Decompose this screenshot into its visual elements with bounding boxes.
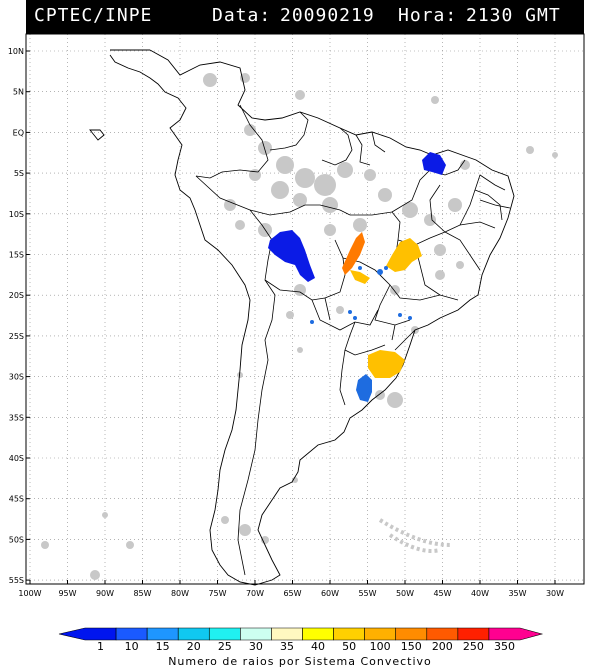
lon-label: 60W [321, 589, 339, 598]
lon-label: 85W [133, 589, 151, 598]
storm-mato-grosso [342, 232, 365, 275]
legend-tick: 40 [311, 640, 325, 653]
lon-label: 40W [471, 589, 489, 598]
lon-label: 75W [208, 589, 226, 598]
lat-label: 30S [9, 373, 24, 382]
map-border [25, 33, 585, 585]
lat-label: 5S [14, 169, 24, 178]
lon-label: 45W [433, 589, 451, 598]
storm-ne-brazil [422, 152, 446, 175]
lat-label: 45S [9, 495, 24, 504]
legend-swatch [364, 627, 397, 641]
lon-label: 80W [171, 589, 189, 598]
longitude-labels: 100W 95W 90W 85W 80W 75W 70W 65W 60W 55W 50W 45W 40W… [18, 589, 564, 598]
color-legend: 1 10 15 20 25 30 35 40 50 100 150 200 250 350 [58, 627, 544, 653]
legend-tick: 15 [156, 640, 170, 653]
legend-tick: 50 [342, 640, 356, 653]
lat-label: 25S [9, 332, 24, 341]
legend-tick: 150 [401, 640, 422, 653]
legend-swatch [302, 627, 334, 641]
date-label: Data: [212, 5, 272, 26]
lon-label: 65W [283, 589, 301, 598]
legend-swatch [457, 627, 490, 641]
latitude-labels: 10N 5N EQ 5S 10S 15S 20S 25S 30S 35S 40S 45S 50S 55S [8, 47, 24, 585]
legend-swatch [333, 627, 365, 641]
legend-swatch [177, 627, 210, 641]
map-header: CPTEC/INPE Data: 20090219 Hora: 2130 GMT [26, 0, 584, 34]
lon-label: 95W [58, 589, 76, 598]
legend-swatch [240, 627, 272, 641]
lat-label: 5N [13, 88, 24, 97]
lat-label: 15S [9, 251, 24, 260]
legend-swatch [488, 627, 544, 641]
lat-label: 50S [9, 535, 24, 544]
graticule [26, 34, 584, 584]
hour-value: 2130 GMT [466, 5, 561, 26]
lat-label: 10S [9, 210, 24, 219]
lon-label: 90W [96, 589, 114, 598]
legend-tick: 35 [280, 640, 294, 653]
legend-tick: 10 [125, 640, 139, 653]
legend-title: Numero de raios por Sistema Convectivo [168, 655, 432, 668]
lat-label: 20S [9, 291, 24, 300]
lon-label: 70W [246, 589, 264, 598]
legend-tick: 30 [249, 640, 263, 653]
country-borders [195, 104, 511, 576]
lat-label: 35S [9, 413, 24, 422]
date-value: 20090219 [280, 5, 375, 26]
legend-tick: 1 [97, 640, 104, 653]
lon-label: 50W [396, 589, 414, 598]
lon-label: 55W [358, 589, 376, 598]
lat-label: 55S [9, 576, 24, 585]
legend-tick: 350 [494, 640, 515, 653]
legend-swatch [146, 627, 179, 641]
legend-swatch [426, 627, 459, 641]
legend-tick: 200 [432, 640, 453, 653]
legend-swatch [115, 627, 148, 641]
storm-rs [368, 350, 405, 378]
map-frame: 10N5NEQ5S10S15S20S25S30S35S40S45S50S55S … [8, 33, 585, 598]
lat-label: EQ [13, 128, 24, 137]
legend-swatch [395, 627, 428, 641]
coastline [89, 49, 515, 586]
legend-swatch [58, 627, 117, 641]
cloud-cover [41, 73, 558, 580]
storm-uruguay [356, 374, 372, 402]
lon-label: 30W [546, 589, 564, 598]
legend-swatch [271, 627, 303, 641]
storm-bolivia [268, 230, 315, 282]
lat-label: 40S [9, 454, 24, 463]
legend-tick: 25 [218, 640, 232, 653]
hour-label: Hora: [398, 5, 458, 26]
convective-systems [268, 152, 446, 402]
lon-label: 35W [508, 589, 526, 598]
legend-swatch [208, 627, 241, 641]
lat-label: 10N [8, 47, 24, 56]
legend-tick: 20 [187, 640, 201, 653]
lon-label: 100W [18, 589, 41, 598]
legend-tick: 100 [370, 640, 391, 653]
legend-tick: 250 [463, 640, 484, 653]
storm-goias [386, 238, 422, 272]
agency-label: CPTEC/INPE [34, 5, 153, 26]
storm-mato-grosso-s [350, 270, 370, 284]
